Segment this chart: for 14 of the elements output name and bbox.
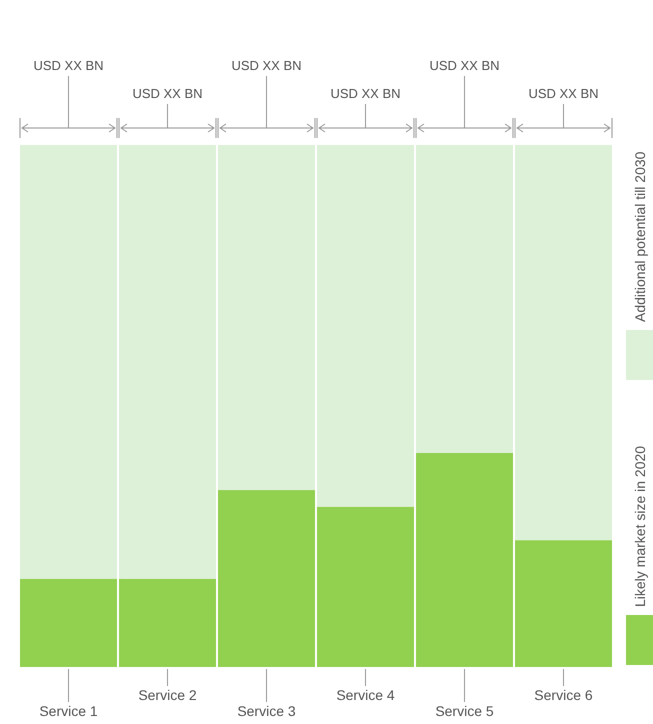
x-tick-label: Service 1 [39,703,98,719]
annotation: USD XX BN [231,58,302,73]
x-tick-label: Service 2 [138,687,197,703]
annotation: USD XX BN [429,58,500,73]
annotation: USD XX BN [528,86,599,101]
annotation: USD XX BN [33,58,104,73]
annotation: USD XX BN [132,86,203,101]
text: Likely market size in 2020 [632,446,648,607]
text: Additional potential till 2030 [632,151,648,322]
x-tick-label: Service 6 [534,687,593,703]
x-tick-label: Service 5 [435,703,494,719]
x-tick-label: Service 3 [237,703,296,719]
x-tick-label: Service 4 [336,687,395,703]
annotation: USD XX BN [330,86,401,101]
